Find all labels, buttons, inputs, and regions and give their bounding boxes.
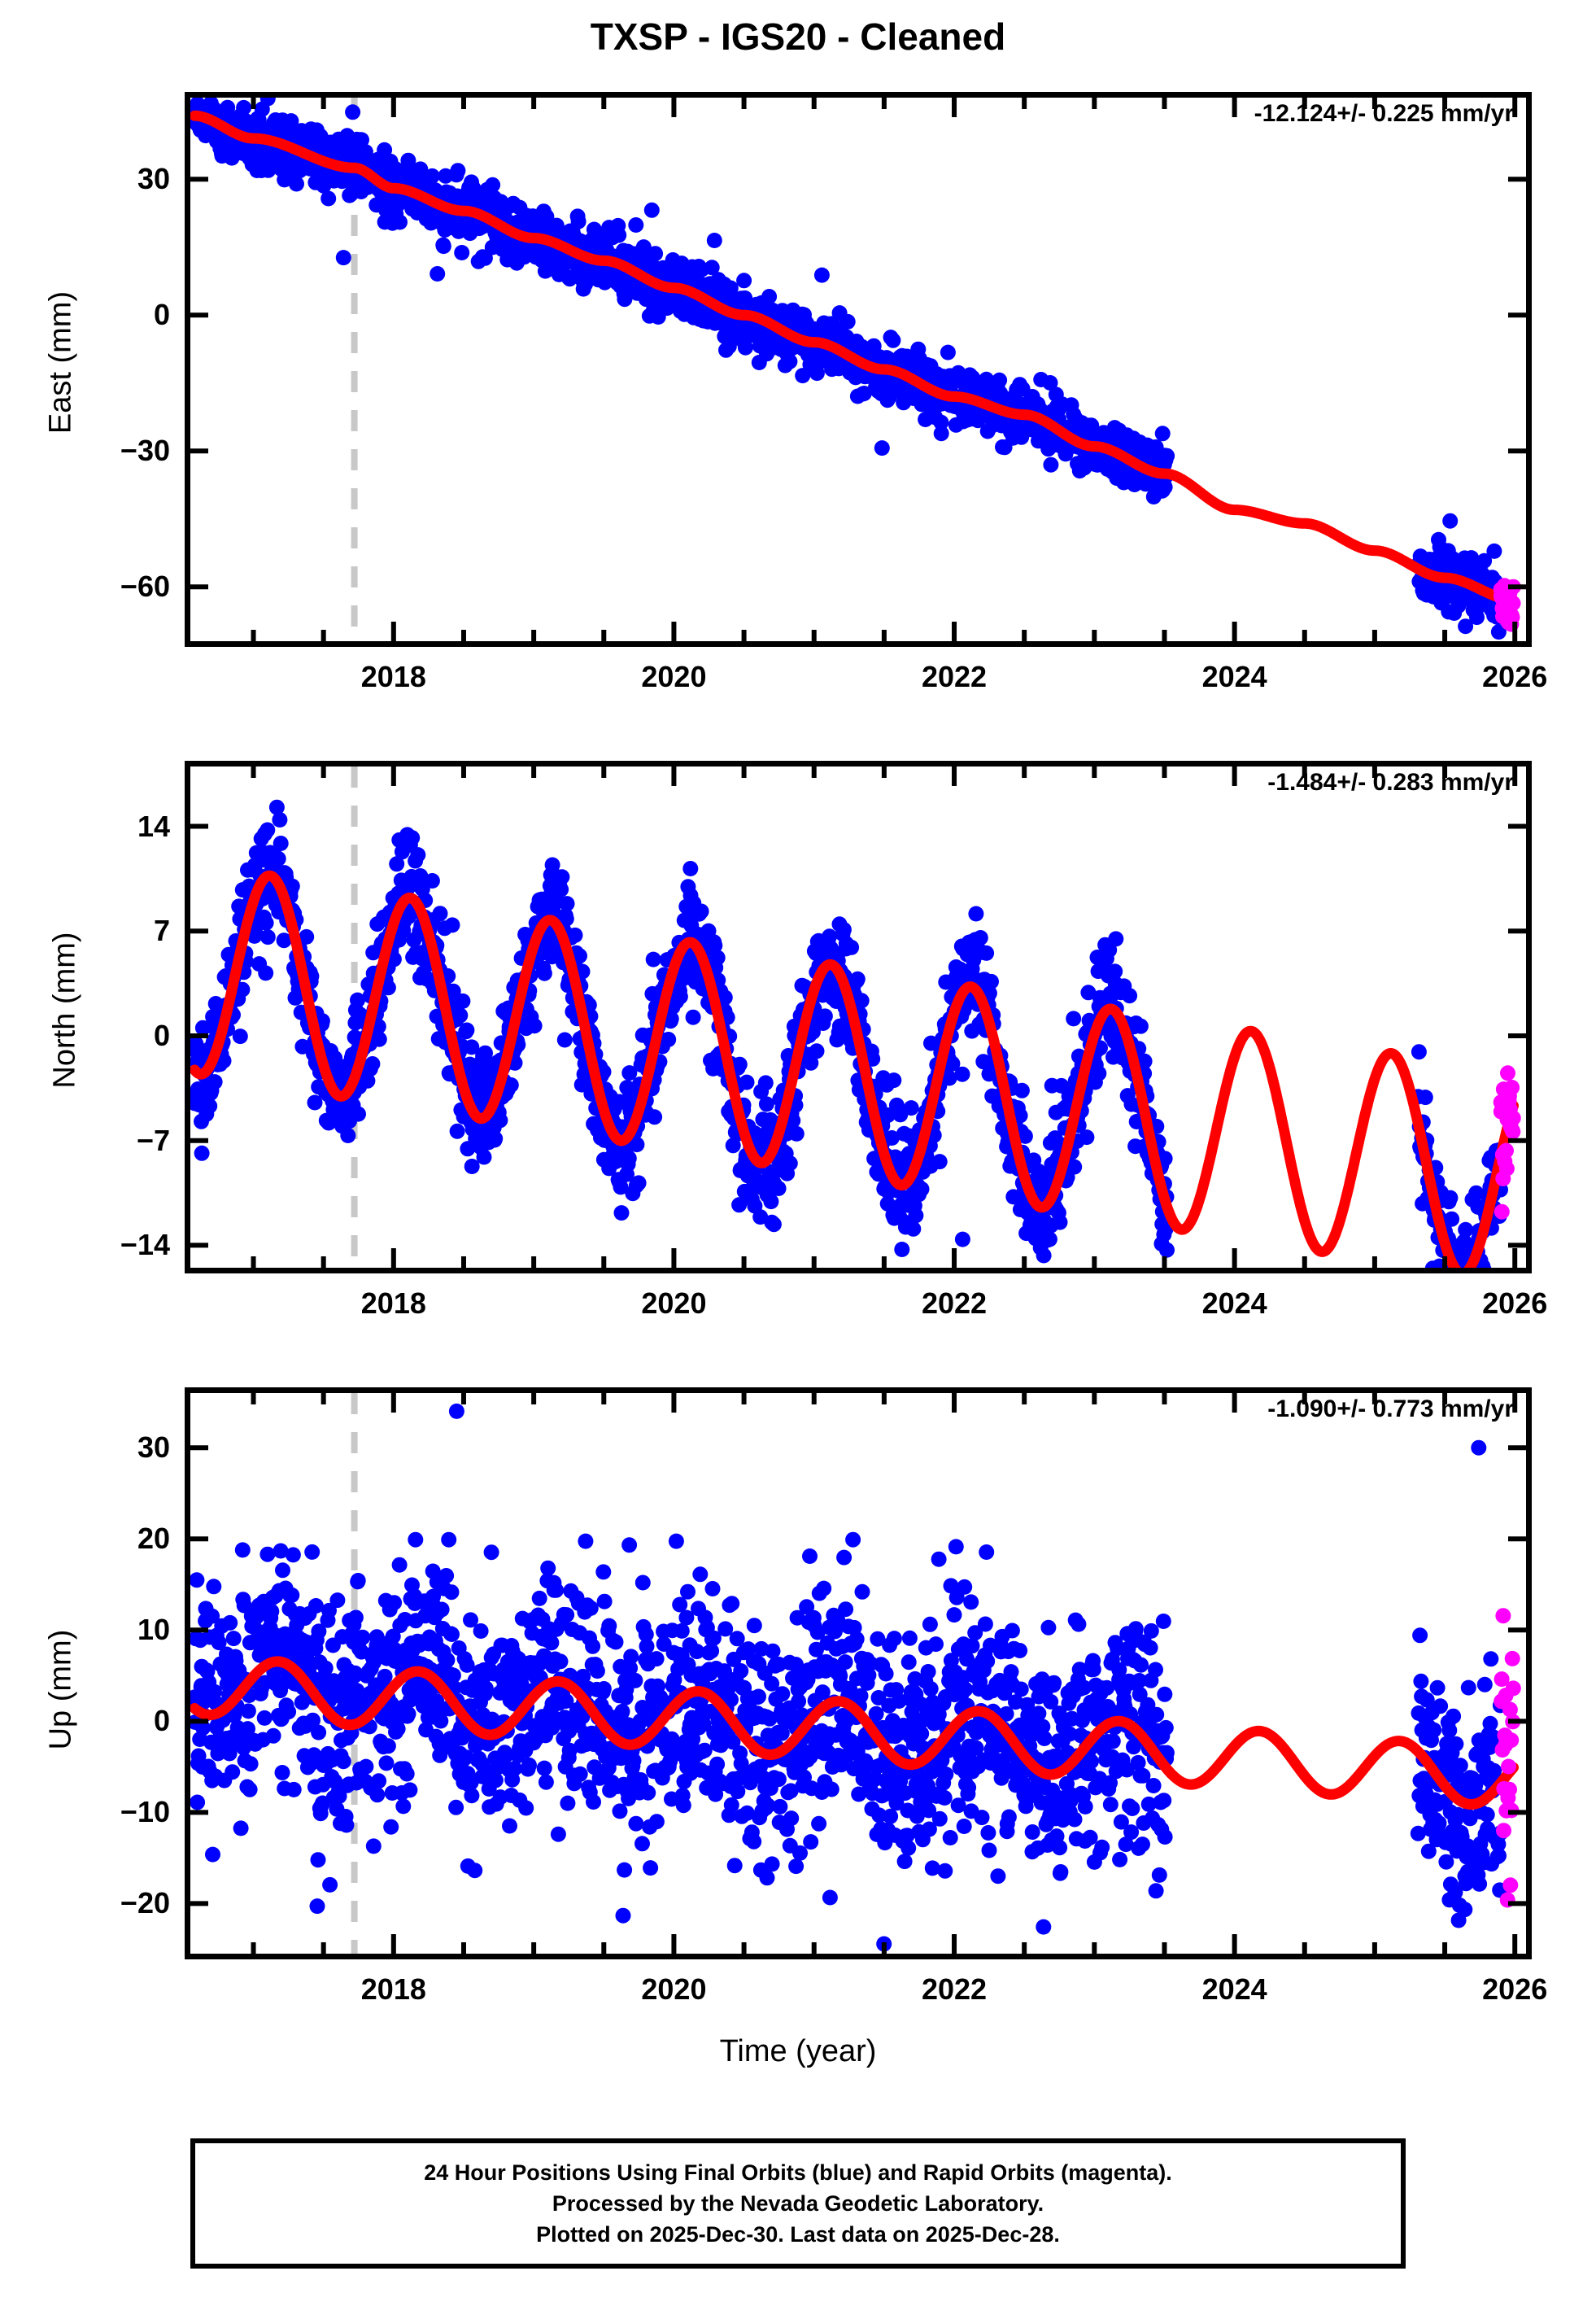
xtick-label: 2026 xyxy=(1482,1972,1548,2006)
xtick-label: 2024 xyxy=(1201,660,1267,693)
ytick-label: −14 xyxy=(120,1228,170,1262)
data-points-rapid-orbits xyxy=(1494,1608,1521,1908)
xtick-label: 2024 xyxy=(1201,1286,1267,1320)
panel-north-rate-label: -1.484+/- 0.283 mm/yr xyxy=(1267,769,1514,796)
xtick-label: 2020 xyxy=(641,660,707,693)
caption-line-2: Processed by the Nevada Geodetic Laborat… xyxy=(552,2190,1044,2216)
panel-east-plot xyxy=(190,98,1526,641)
ytick-label: 7 xyxy=(153,914,170,948)
page-title: TXSP - IGS20 - Cleaned xyxy=(590,15,1006,58)
data-points-final-orbits xyxy=(190,1403,1509,1952)
xtick-label: 2020 xyxy=(641,1972,707,2006)
ytick-label: 0 xyxy=(153,1018,170,1052)
model-fit-line xyxy=(190,870,1519,1268)
xtick-label: 2024 xyxy=(1201,1972,1267,2006)
xtick-label: 2022 xyxy=(921,1972,988,2006)
xtick-label: 2022 xyxy=(921,1286,988,1320)
xtick-label: 2018 xyxy=(360,660,426,693)
xtick-label: 2022 xyxy=(921,660,988,693)
axis-ticks xyxy=(190,766,1526,1268)
xtick-label: 2018 xyxy=(360,1286,426,1320)
xtick-label: 2020 xyxy=(641,1286,707,1320)
xtick-label: 2018 xyxy=(360,1972,426,2006)
axis-ticks xyxy=(190,98,1526,641)
ytick-label: 0 xyxy=(153,298,170,332)
panel-up: -1.090+/- 0.773 mm/yr xyxy=(185,1387,1532,1959)
caption-line-3: Plotted on 2025-Dec-30. Last data on 202… xyxy=(536,2222,1060,2247)
ytick-label: 30 xyxy=(137,1430,170,1465)
model-fit-line xyxy=(190,1656,1519,1810)
panel-north-plot xyxy=(190,766,1526,1268)
model-fit-line xyxy=(190,110,1519,606)
caption-box: 24 Hour Positions Using Final Orbits (bl… xyxy=(190,2138,1406,2269)
ytick-label: −20 xyxy=(120,1886,170,1920)
data-points-rapid-orbits xyxy=(1493,1065,1521,1220)
panel-east-rate-label: -12.124+/- 0.225 mm/yr xyxy=(1254,100,1514,127)
data-points-final-orbits xyxy=(190,98,1508,640)
ytick-label: 20 xyxy=(137,1522,170,1556)
ytick-label: −10 xyxy=(120,1795,170,1829)
ytick-label: −7 xyxy=(136,1123,170,1157)
data-points-rapid-orbits xyxy=(1493,578,1521,632)
ytick-label: 30 xyxy=(137,162,170,196)
ytick-label: −30 xyxy=(120,434,170,468)
xtick-label: 2026 xyxy=(1482,660,1548,693)
ytick-label: 14 xyxy=(137,809,170,843)
ytick-label: 0 xyxy=(153,1704,170,1738)
ytick-label: 10 xyxy=(137,1613,170,1647)
data-points-final-orbits xyxy=(190,799,1508,1268)
xtick-label: 2026 xyxy=(1482,1286,1548,1320)
panel-up-plot xyxy=(190,1393,1526,1954)
panel-east: -12.124+/- 0.225 mm/yr xyxy=(185,92,1532,647)
axis-ticks xyxy=(190,1393,1526,1954)
panel-up-rate-label: -1.090+/- 0.773 mm/yr xyxy=(1267,1395,1514,1422)
xaxis-label: Time (year) xyxy=(719,2034,877,2068)
caption-line-1: 24 Hour Positions Using Final Orbits (bl… xyxy=(424,2160,1172,2185)
ytick-label: −60 xyxy=(120,570,170,604)
panel-north: -1.484+/- 0.283 mm/yr xyxy=(185,761,1532,1273)
